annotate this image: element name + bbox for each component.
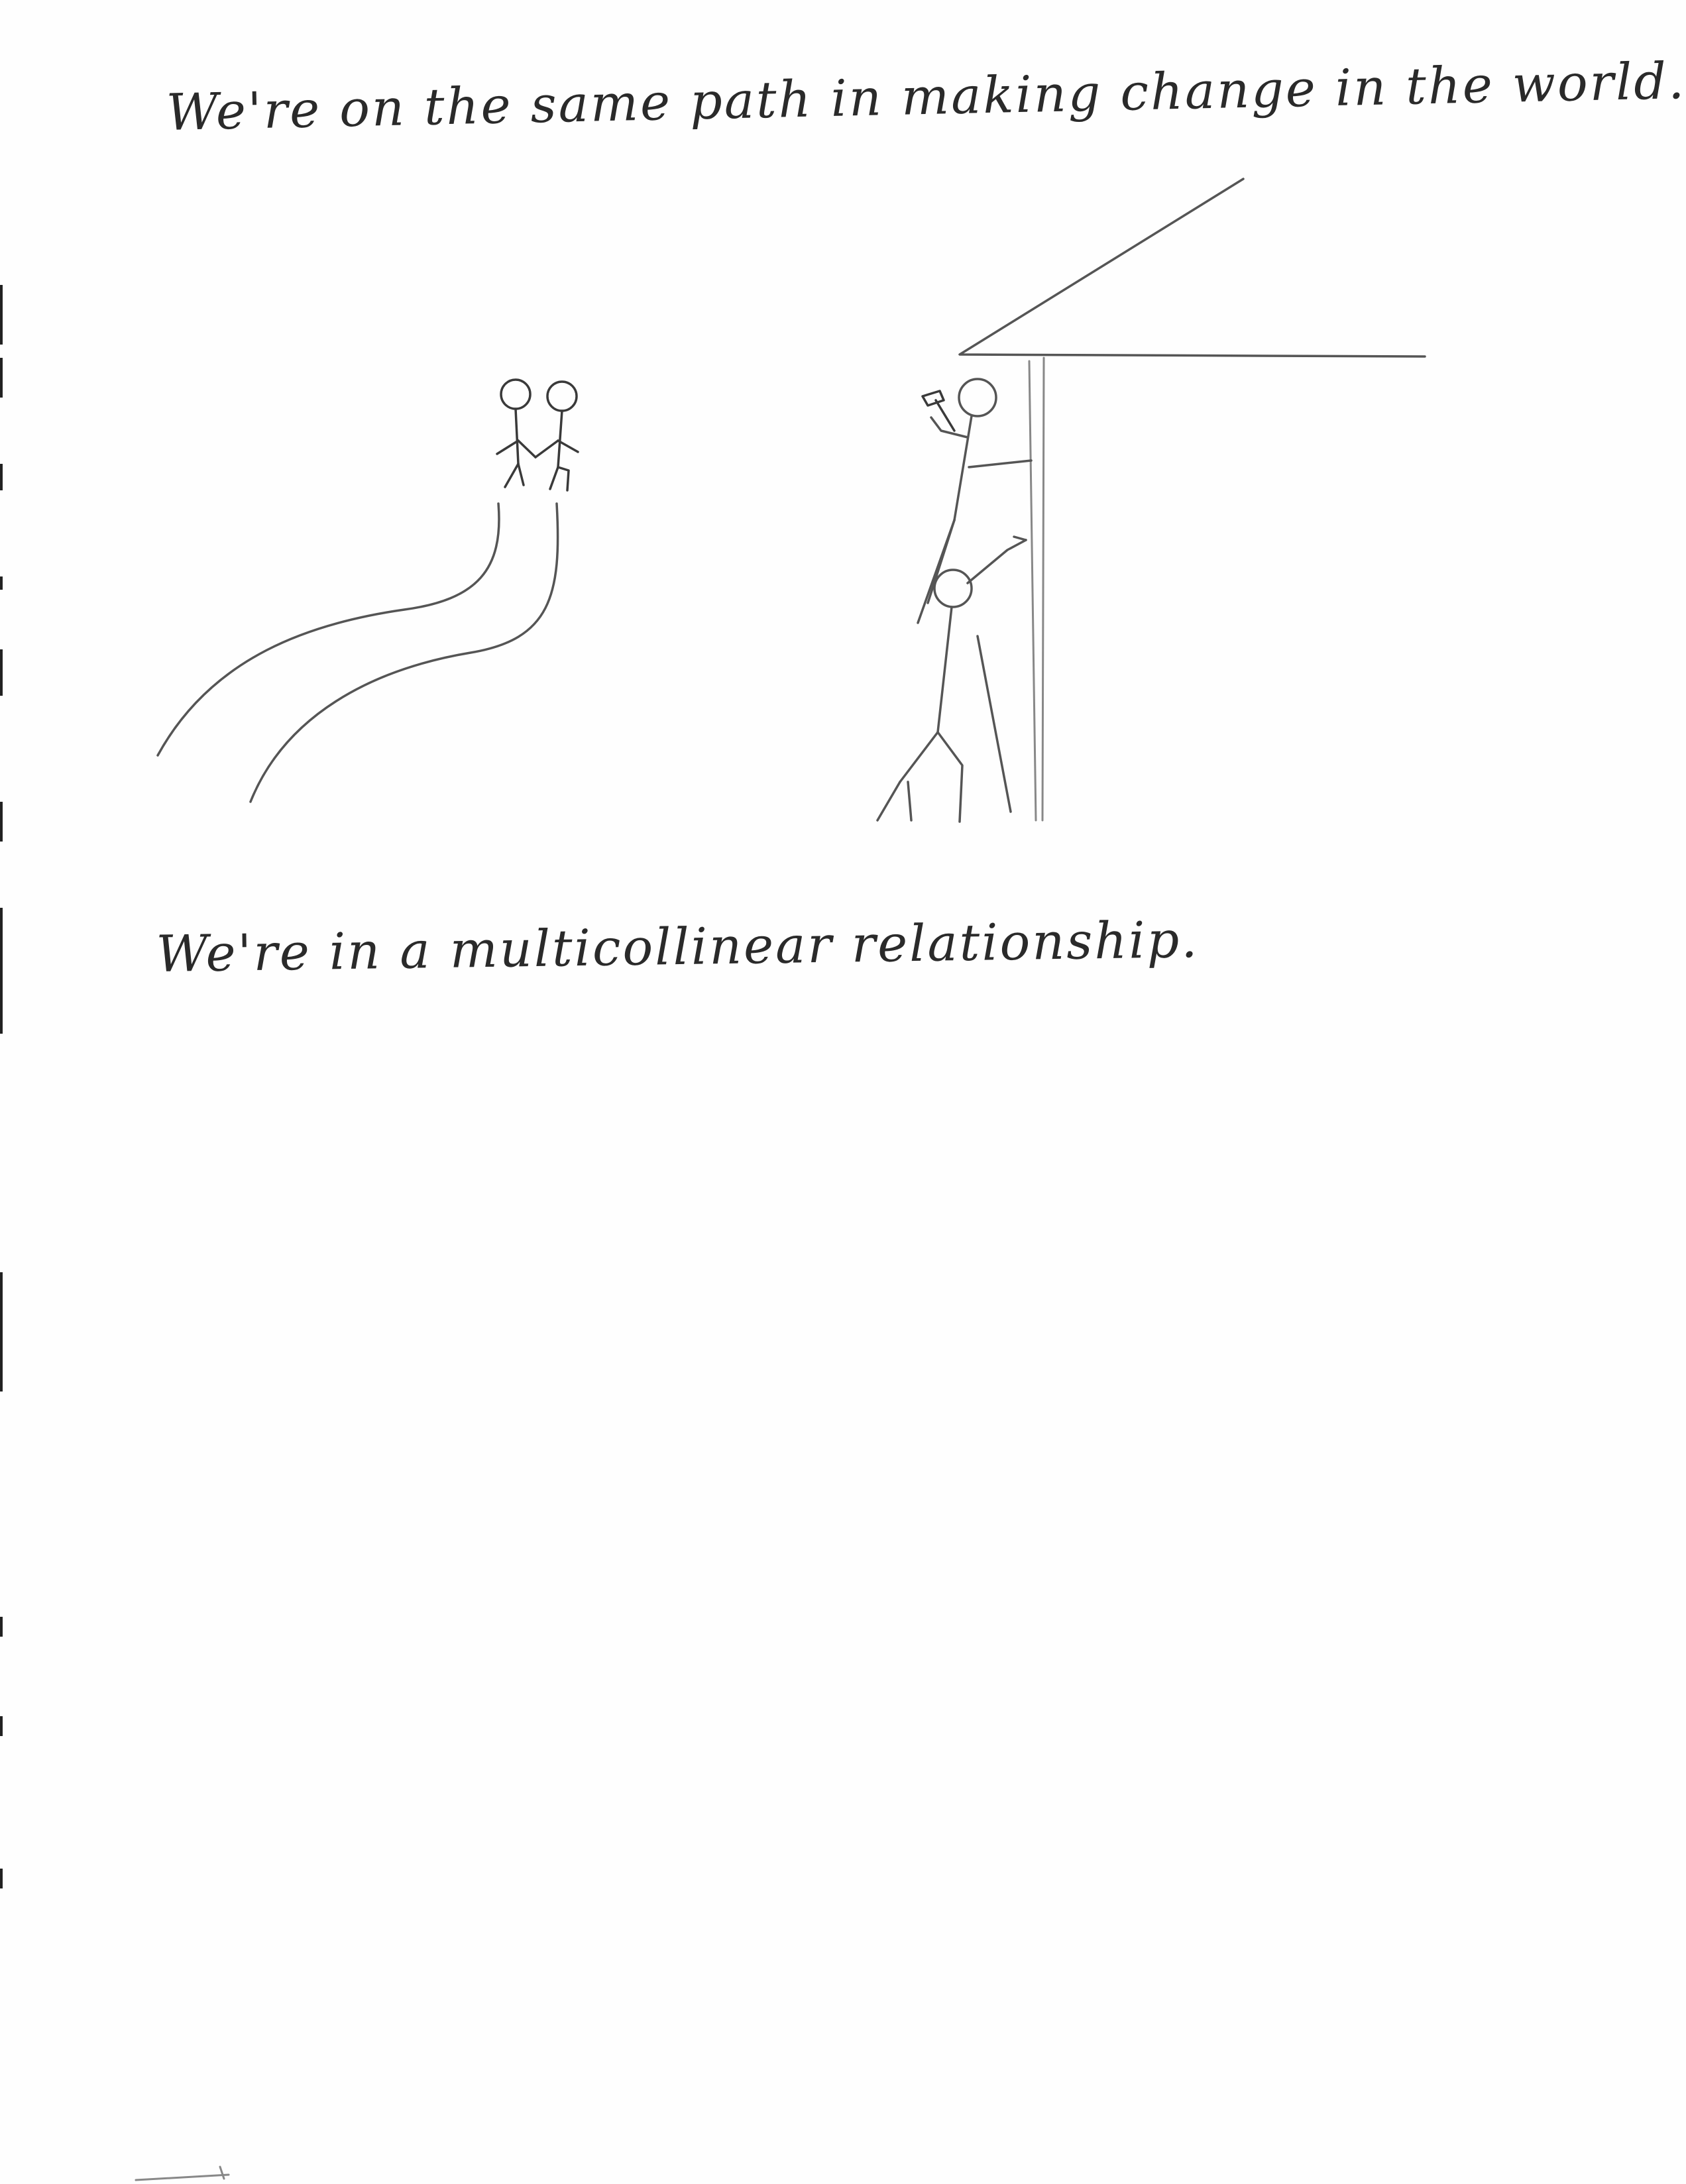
scan-corner-mark	[135, 2165, 230, 2181]
winding-path-sketch	[156, 378, 579, 803]
head-bottom-figure	[933, 569, 973, 608]
head-right-figure	[546, 380, 578, 412]
scan-edge-marks	[0, 285, 3, 1888]
head-top-figure	[958, 378, 997, 417]
house-building-sketch	[876, 178, 1426, 823]
roof-outline	[958, 178, 1426, 358]
stick-figure-left	[496, 378, 537, 488]
stick-figure-right	[534, 380, 579, 492]
hammer-icon	[921, 390, 956, 432]
ladder-figure-bottom	[876, 535, 1027, 823]
house-wall-outer	[1028, 360, 1037, 822]
house-wall-inner	[1041, 356, 1045, 822]
head-left-figure	[500, 378, 532, 410]
path-left-edge	[156, 502, 500, 757]
ladder-figure-top	[917, 378, 1033, 624]
path-right-edge	[249, 502, 559, 803]
